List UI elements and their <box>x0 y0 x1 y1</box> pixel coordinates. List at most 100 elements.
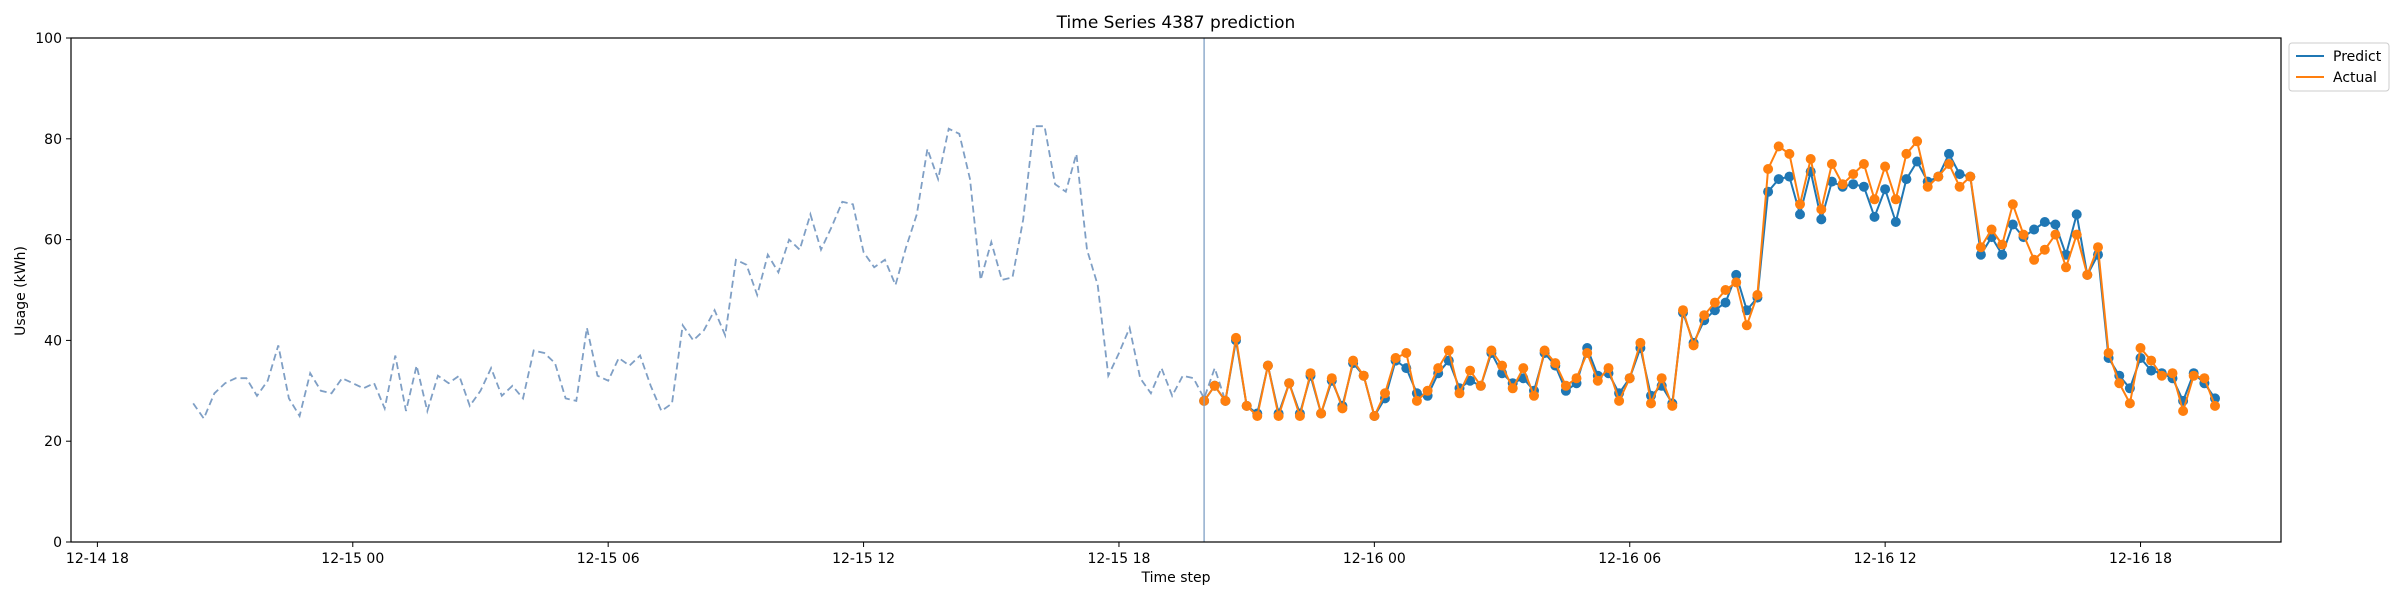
predict-point <box>2071 209 2082 220</box>
actual-point <box>1699 310 1710 321</box>
actual-point <box>2071 229 2082 240</box>
legend: Predict Actual <box>2288 42 2390 92</box>
actual-point <box>1220 395 1231 406</box>
actual-point <box>2146 355 2157 366</box>
actual-point <box>1784 148 1795 159</box>
actual-point <box>1443 345 1454 356</box>
actual-point <box>1635 337 1646 348</box>
actual-point <box>1975 242 1986 253</box>
actual-point <box>2156 370 2167 381</box>
actual-point <box>1231 332 1241 343</box>
actual-line <box>1203 139 2216 420</box>
history-line <box>192 125 1227 421</box>
predict-point <box>2050 219 2061 230</box>
actual-point <box>1273 411 1284 421</box>
actual-point <box>2114 378 2125 389</box>
actual-point <box>1805 154 1816 164</box>
actual-point <box>1560 380 1571 391</box>
predict-point <box>1944 148 1954 159</box>
y-tick-label: 0 <box>53 535 62 551</box>
actual-point <box>1465 365 1476 376</box>
predict-point <box>1731 269 1742 280</box>
chart-title: Time Series 4387 prediction <box>1056 13 1296 33</box>
actual-point <box>1518 363 1529 374</box>
actual-point <box>1486 345 1497 356</box>
y-tick-label: 100 <box>35 31 62 47</box>
x-tick-label: 12-16 18 <box>2109 551 2172 567</box>
predict-point <box>1763 186 1774 197</box>
actual-point <box>1678 305 1688 316</box>
actual-point <box>2050 229 2061 240</box>
actual-point <box>1529 390 1539 401</box>
y-tick-label: 80 <box>44 132 62 148</box>
actual-point <box>1592 375 1603 386</box>
actual-point <box>1741 320 1752 331</box>
actual-point <box>2199 373 2210 384</box>
actual-point <box>2029 254 2040 265</box>
x-axis: 12-14 18 12-15 00 12-15 06 12-15 12 12-15 18… <box>66 542 2172 567</box>
actual-point <box>1422 385 1433 396</box>
actual-point <box>1571 373 1582 384</box>
predict-point <box>2039 217 2050 227</box>
actual-point <box>2082 269 2093 280</box>
actual-point <box>1965 171 1976 182</box>
predict-point <box>1858 181 1869 192</box>
actual-point <box>2167 368 2178 379</box>
actual-point <box>1252 411 1263 421</box>
predict-point <box>1784 171 1795 182</box>
predict-point <box>1848 179 1859 190</box>
actual-point <box>1603 363 1614 374</box>
x-tick-label: 12-15 00 <box>321 551 384 567</box>
actual-point <box>1869 194 1880 205</box>
x-tick-label: 12-15 06 <box>577 551 640 567</box>
x-axis-label: Time step <box>1141 570 1211 586</box>
actual-point <box>1922 181 1933 192</box>
predict-point <box>1890 217 1901 227</box>
actual-point <box>1241 400 1252 411</box>
predict-point <box>1773 174 1784 185</box>
predict-point <box>2007 219 2018 230</box>
actual-point <box>1262 360 1273 371</box>
actual-point <box>1284 378 1295 389</box>
x-tick-label: 12-16 06 <box>1598 551 1661 567</box>
actual-point <box>1348 355 1359 366</box>
actual-point <box>2018 229 2029 240</box>
y-tick-label: 60 <box>44 233 62 249</box>
predict-point <box>1720 297 1731 308</box>
actual-point <box>1411 395 1422 406</box>
predict-point <box>1901 174 1912 185</box>
actual-point <box>1880 161 1891 172</box>
actual-point <box>1858 159 1869 169</box>
actual-point <box>2124 398 2135 409</box>
actual-point <box>2188 370 2199 381</box>
actual-point <box>1954 181 1965 192</box>
actual-point <box>2103 348 2114 358</box>
actual-point <box>1731 277 1742 288</box>
actual-point <box>2178 406 2189 416</box>
actual-point <box>1773 141 1784 152</box>
actual-point <box>1816 204 1827 215</box>
x-tick-label: 12-16 12 <box>1854 551 1917 567</box>
actual-point <box>1933 171 1944 182</box>
actual-point <box>2039 244 2050 255</box>
actual-point <box>1720 285 1731 295</box>
actual-point <box>1380 388 1390 399</box>
actual-point <box>1316 408 1327 419</box>
actual-point <box>2210 400 2220 411</box>
predict-point <box>1912 156 1923 167</box>
x-tick-label: 12-15 12 <box>832 551 895 567</box>
actual-point <box>1944 159 1954 169</box>
actual-point <box>1401 348 1412 358</box>
actual-point <box>1848 169 1859 180</box>
y-axis: 0 20 40 60 80 100 <box>35 31 71 551</box>
x-tick-label: 12-14 18 <box>66 551 129 567</box>
legend-label-actual: Actual <box>2333 70 2377 86</box>
predict-point <box>1975 249 1986 260</box>
actual-point <box>1688 340 1699 351</box>
predict-point <box>2146 365 2157 376</box>
actual-point <box>1901 148 1912 159</box>
actual-point <box>1507 383 1518 394</box>
plot-area <box>70 37 2282 543</box>
actual-point <box>1454 388 1465 399</box>
